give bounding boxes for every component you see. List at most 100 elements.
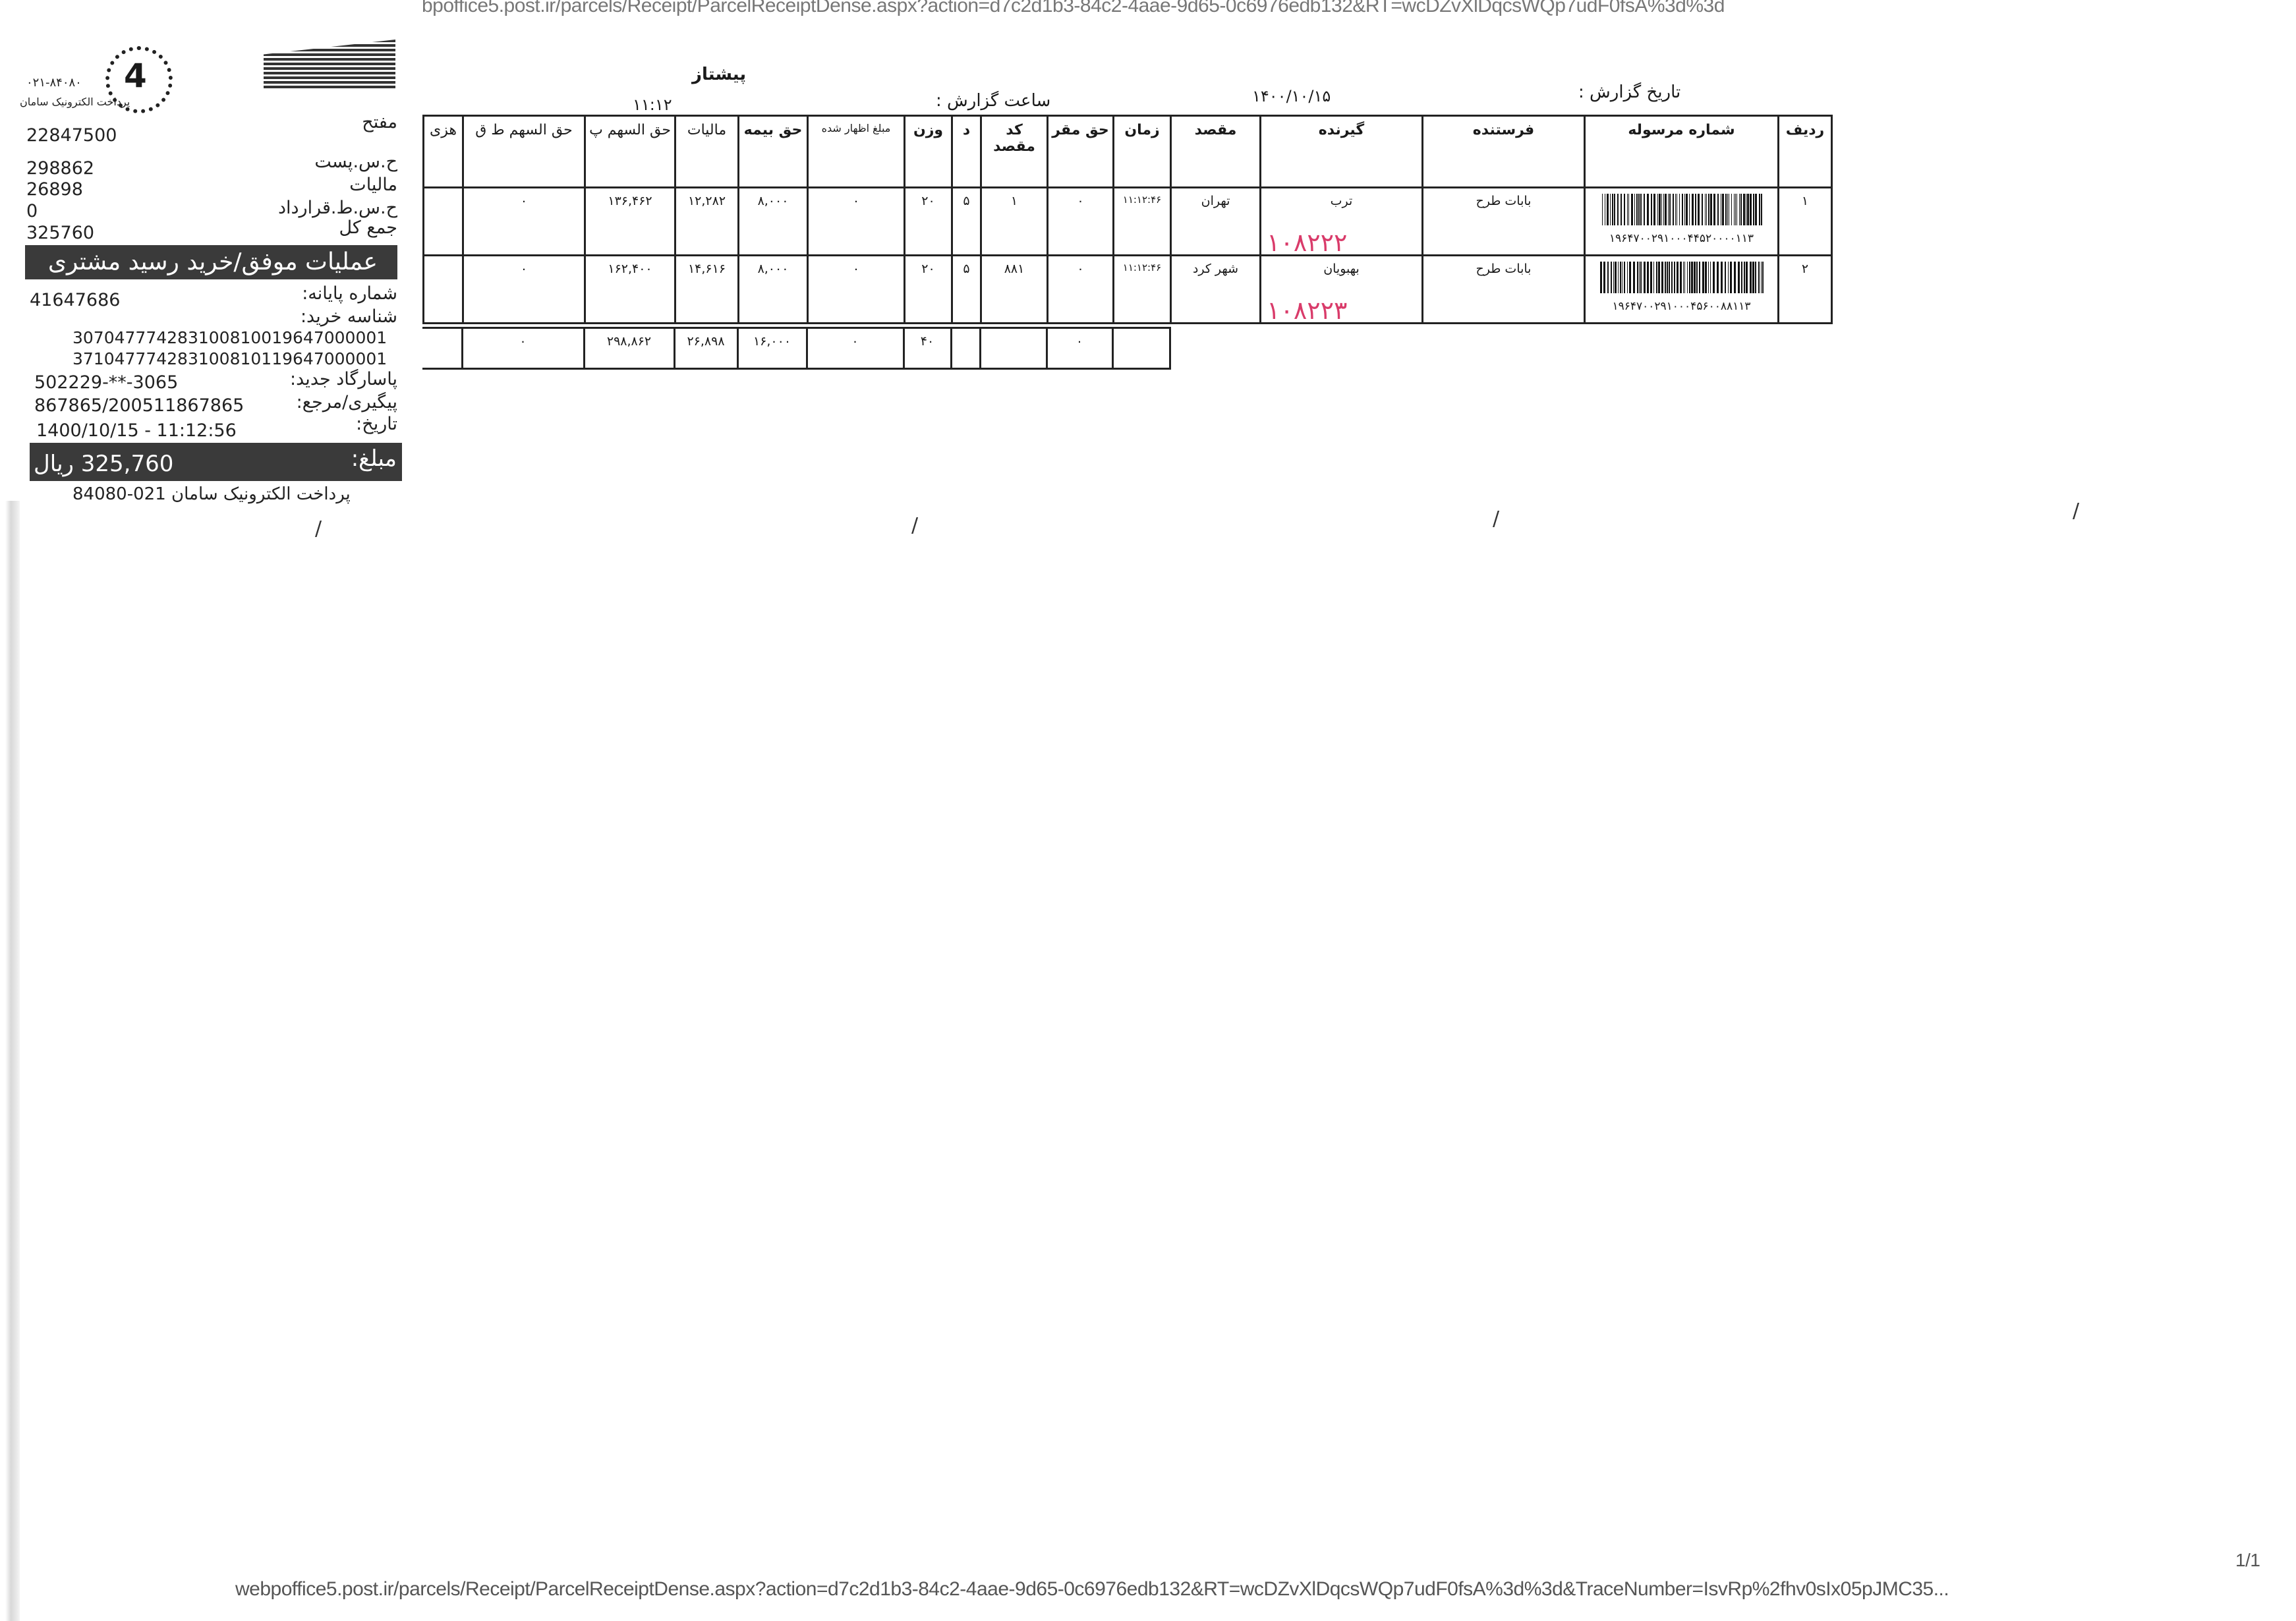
barcode-bar bbox=[1733, 262, 1736, 293]
cell-tax: ۱۲,۲۸۲ bbox=[674, 186, 739, 256]
barcode-bar bbox=[1684, 262, 1685, 293]
barcode-image bbox=[1599, 262, 1764, 293]
barcode-bar bbox=[1693, 262, 1696, 293]
barcode-bar bbox=[1749, 262, 1752, 293]
cell-row-number: ۱ bbox=[1777, 186, 1833, 256]
barcode-bar bbox=[1721, 194, 1724, 225]
receipt-label: جمع کل bbox=[339, 217, 397, 238]
page-number: 1/1 bbox=[2235, 1550, 2260, 1570]
barcode-bar bbox=[1679, 262, 1682, 293]
logo-phone: ۰۲۱-۸۴۰۸۰ bbox=[26, 76, 82, 90]
barcode-bar bbox=[1638, 262, 1640, 293]
barcode-bar bbox=[1709, 262, 1711, 293]
trace-value: 867865/200511867865 bbox=[34, 395, 244, 416]
col-header: مبلغ اظهار شده bbox=[807, 115, 905, 188]
barcode-bar bbox=[1708, 194, 1709, 225]
barcode-bar bbox=[1688, 194, 1690, 225]
barcode-bar bbox=[1661, 194, 1662, 225]
barcode-bar bbox=[1626, 194, 1628, 225]
barcode-bar bbox=[1669, 194, 1671, 225]
barcode-bar bbox=[1743, 262, 1745, 293]
total-share-p: ۲۹۸,۸۶۲ bbox=[583, 327, 675, 370]
col-header: حق السهم پ bbox=[584, 115, 676, 188]
scan-mark: / bbox=[315, 517, 322, 540]
barcode-bar bbox=[1729, 262, 1732, 293]
barcode-bar bbox=[1708, 262, 1709, 293]
barcode-bar bbox=[1738, 194, 1740, 225]
barcode-bar bbox=[1754, 194, 1757, 225]
cell-row-number: ۲ bbox=[1777, 254, 1833, 324]
report-date-value: ۱۴۰۰/۱۰/۱۵ bbox=[1252, 87, 1331, 105]
barcode-bar bbox=[1638, 194, 1640, 225]
totals-table: ۰ ۴۰ ۰ ۱۶,۰۰۰ ۲۶,۸۹۸ ۲۹۸,۸۶۲ ۰ bbox=[422, 327, 1171, 370]
barcode-bar bbox=[1685, 194, 1688, 225]
cell-hagh-maghar: ۰ bbox=[1047, 186, 1114, 256]
barcode-bar bbox=[1733, 194, 1735, 225]
total-d bbox=[950, 327, 981, 370]
barcode-bar bbox=[1679, 194, 1680, 225]
cell-dest-code: ۱ bbox=[980, 186, 1048, 256]
barcode-bar bbox=[1664, 194, 1667, 225]
barcode-bar bbox=[1632, 262, 1635, 293]
barcode-bar bbox=[1724, 262, 1726, 293]
cell-hagh-maghar: ۰ bbox=[1047, 254, 1114, 324]
barcode-bar bbox=[1752, 194, 1754, 225]
col-header: حق مقر bbox=[1047, 115, 1114, 188]
scan-mark: / bbox=[1493, 507, 1500, 530]
footer-url: webpoffice5.post.ir/parcels/Receipt/Parc… bbox=[235, 1578, 1949, 1600]
barcode-bar bbox=[1658, 194, 1661, 225]
cell-weight: ۲۰ bbox=[904, 254, 953, 324]
total-tax: ۲۶,۸۹۸ bbox=[673, 327, 739, 370]
col-header: ردیف bbox=[1777, 115, 1833, 188]
merchant-label: مفتح bbox=[362, 112, 397, 132]
col-header: وزن bbox=[904, 115, 953, 188]
barcode-bar bbox=[1611, 194, 1613, 225]
col-header: حق بیمه bbox=[737, 115, 809, 188]
barcode-bar bbox=[1599, 262, 1602, 293]
barcode-bar bbox=[1607, 262, 1609, 293]
barcode-bar bbox=[1717, 194, 1719, 225]
barcode-bar bbox=[1672, 194, 1674, 225]
col-header: د bbox=[951, 115, 982, 188]
barcode-bar bbox=[1623, 262, 1625, 293]
barcode-bar bbox=[1657, 262, 1660, 293]
barcode-bar bbox=[1712, 262, 1715, 293]
barcode-bar bbox=[1643, 194, 1645, 225]
barcode-bar bbox=[1636, 262, 1638, 293]
scan-mark: / bbox=[911, 514, 919, 537]
amount-band: مبلغ: 325,760 ریال bbox=[30, 443, 402, 481]
barcode-bar bbox=[1697, 194, 1700, 225]
table-header-row: ردیف شماره مرسوله فرستنده گیرنده مقصد زم… bbox=[422, 115, 1833, 188]
scan-edge bbox=[5, 501, 20, 1621]
col-header: مالیات bbox=[674, 115, 739, 188]
total-weight: ۴۰ bbox=[902, 327, 952, 370]
cell-barcode: ۱۹۶۴۷۰۰۲۹۱۰۰۰۴۵۶۰۰۸۸۱۱۳ bbox=[1584, 254, 1779, 324]
barcode-bar bbox=[1613, 262, 1614, 293]
cell-share-p: ۱۳۶,۴۶۲ bbox=[584, 186, 676, 256]
terminal-value: 41647686 bbox=[30, 290, 121, 310]
barcode-bar bbox=[1749, 194, 1752, 225]
barcode-bar bbox=[1702, 262, 1704, 293]
barcode-bar bbox=[1613, 194, 1615, 225]
barcode-bar bbox=[1704, 262, 1707, 293]
purchase-id: 371047774283100810119647000001 bbox=[72, 349, 387, 368]
merchant-value: 22847500 bbox=[26, 125, 117, 146]
barcode-bar bbox=[1646, 262, 1649, 293]
barcode-bar bbox=[1696, 262, 1698, 293]
recipient-name: بهبویان bbox=[1323, 262, 1360, 276]
barcode-bar bbox=[1606, 194, 1609, 225]
barcode-bar bbox=[1655, 262, 1657, 293]
barcode-bar bbox=[1688, 262, 1690, 293]
cell-extra bbox=[422, 254, 464, 324]
barcode-bar bbox=[1661, 262, 1663, 293]
table-row: ۲ ۱۹۶۴۷۰۰۲۹۱۰۰۰۴۵۶۰۰۸۸۱۱۳ بابات طرح بهبو… bbox=[422, 254, 1833, 324]
barcode-bar bbox=[1752, 262, 1754, 293]
barcode-bar bbox=[1646, 194, 1649, 225]
col-header: هزی bbox=[422, 115, 464, 188]
barcode-bar bbox=[1650, 262, 1652, 293]
trace-label: پیگیری/مرجع: bbox=[296, 392, 397, 412]
barcode-bar bbox=[1601, 194, 1603, 225]
cell-declared: ۰ bbox=[807, 254, 905, 324]
report-time-value: ۱۱:۱۲ bbox=[633, 96, 672, 114]
barcode-bar bbox=[1735, 194, 1736, 225]
